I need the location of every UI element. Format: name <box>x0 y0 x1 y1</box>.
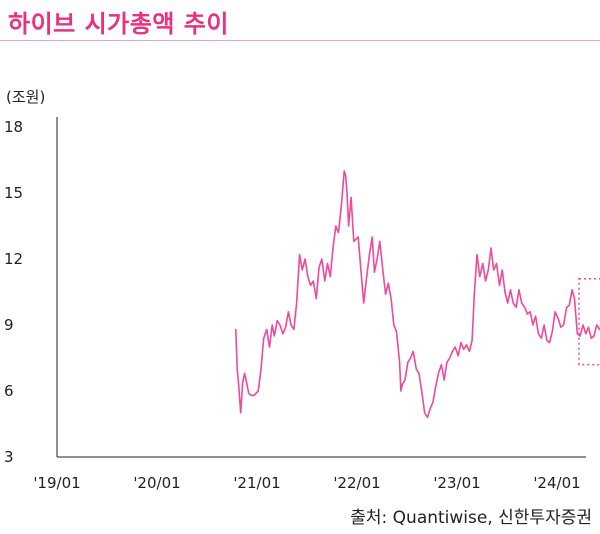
series-lines <box>235 170 600 419</box>
series-line-0 <box>235 170 600 419</box>
x-tick-label: '24/01 <box>533 474 580 492</box>
y-tick-label: 3 <box>4 448 14 466</box>
y-tick-label: 15 <box>4 184 23 202</box>
y-tick-label: 18 <box>4 118 23 136</box>
y-tick-label: 12 <box>4 250 23 268</box>
highlight-box <box>578 278 600 366</box>
x-axis-ticks: '19/01 '20/01 '21/01 '22/01 '23/01 '24/01 <box>33 474 580 492</box>
recent-period-highlight <box>578 278 600 366</box>
y-axis-ticks: 3 6 9 12 15 18 <box>4 118 23 466</box>
x-tick-label: '23/01 <box>433 474 480 492</box>
y-tick-label: 9 <box>4 316 14 334</box>
x-tick-label: '21/01 <box>233 474 280 492</box>
x-tick-label: '22/01 <box>333 474 380 492</box>
chart-axes <box>56 117 586 458</box>
title-divider <box>0 40 600 41</box>
chart-title: 하이브 시가총액 추이 <box>8 10 229 38</box>
x-tick-label: '20/01 <box>133 474 180 492</box>
x-tick-label: '19/01 <box>33 474 80 492</box>
y-axis-unit-label: (조원) <box>6 88 46 106</box>
source-note: 출처: Quantiwise, 신한투자증권 <box>350 508 592 528</box>
y-tick-label: 6 <box>4 382 14 400</box>
